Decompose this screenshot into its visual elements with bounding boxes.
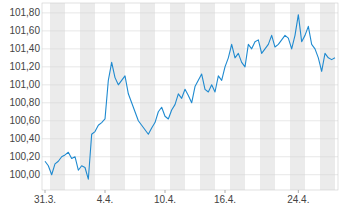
x-tick-label: 24.4. xyxy=(287,194,309,205)
grid-line xyxy=(42,156,338,157)
grid-line xyxy=(42,30,338,31)
x-tick xyxy=(45,190,46,193)
x-tick xyxy=(298,190,299,193)
y-tick-label: 101,60 xyxy=(9,25,40,36)
grid xyxy=(42,13,338,175)
grid-line xyxy=(42,138,338,139)
plot-frame xyxy=(42,3,338,190)
x-tick xyxy=(105,190,106,193)
x-tick xyxy=(165,190,166,193)
y-tick-label: 101,80 xyxy=(9,7,40,18)
grid-line xyxy=(42,48,338,49)
grid-line xyxy=(42,102,338,103)
y-tick-label: 100,20 xyxy=(9,151,40,162)
plot-area xyxy=(45,15,335,180)
y-tick-label: 100,00 xyxy=(9,169,40,180)
y-tick-label: 101,00 xyxy=(9,79,40,90)
x-tick-label: 16.4. xyxy=(214,194,236,205)
grid-line xyxy=(42,12,338,13)
y-tick-label: 101,20 xyxy=(9,61,40,72)
x-tick xyxy=(225,190,226,193)
x-tick-label: 4.4. xyxy=(97,194,114,205)
price-line xyxy=(45,15,335,180)
x-tick-label: 31.3. xyxy=(34,194,56,205)
x-tick-label: 10.4. xyxy=(154,194,176,205)
grid-line xyxy=(42,84,338,85)
chart: 100,00 100,20 100,40 100,60 100,80 101,00 101,… xyxy=(0,0,341,207)
y-tick-label: 100,80 xyxy=(9,97,40,108)
y-tick-label: 100,60 xyxy=(9,115,40,126)
grid-line xyxy=(42,66,338,67)
y-tick-label: 100,40 xyxy=(9,133,40,144)
y-tick-label: 101,40 xyxy=(9,43,40,54)
grid-line xyxy=(42,120,338,121)
